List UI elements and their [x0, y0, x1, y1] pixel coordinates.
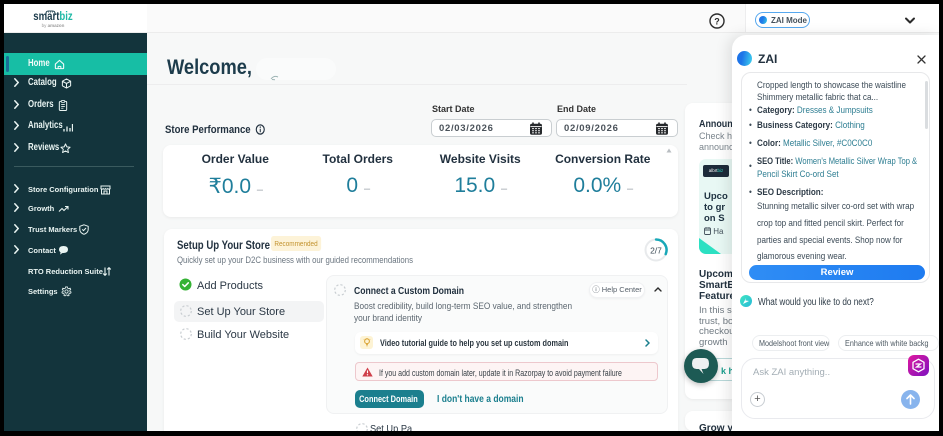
svg-text:?: ?: [714, 17, 720, 27]
svg-text:2/7: 2/7: [650, 246, 662, 256]
